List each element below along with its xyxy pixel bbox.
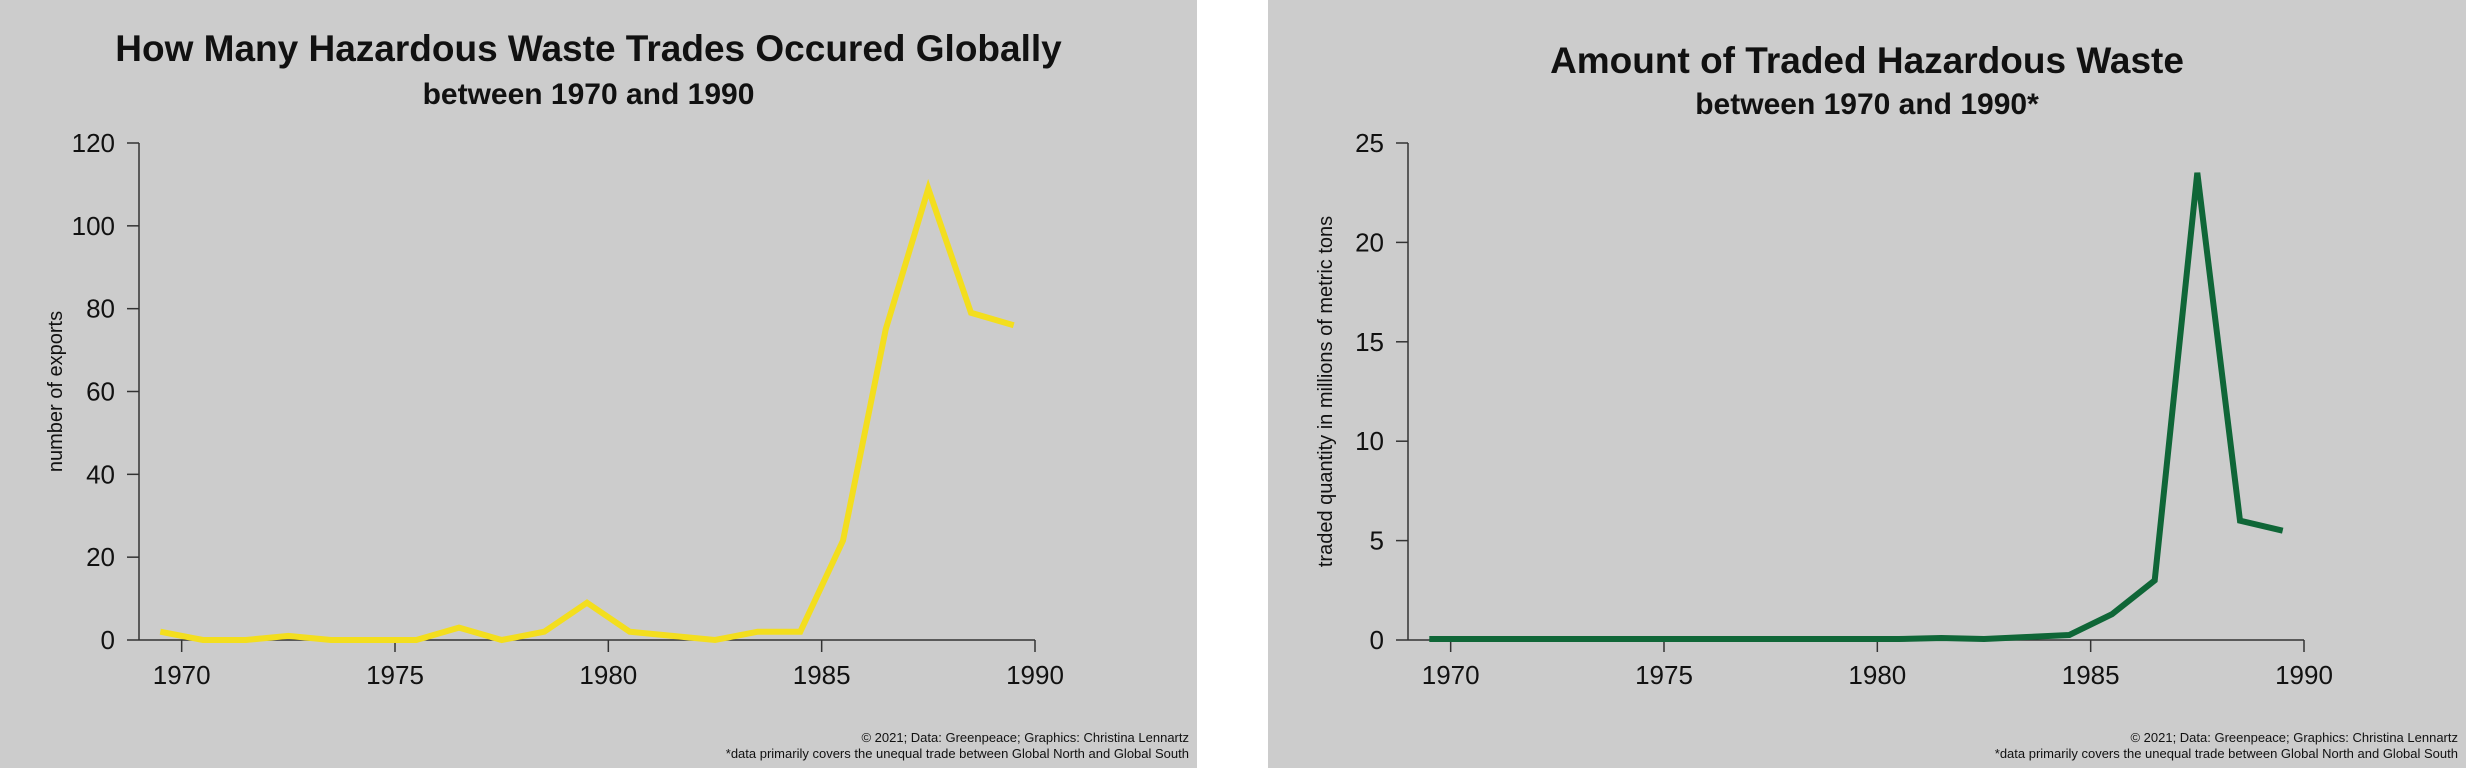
y-tick-label: 25 <box>1355 128 1384 158</box>
y-tick-label: 100 <box>72 211 115 241</box>
x-tick-label: 1990 <box>1006 660 1064 690</box>
y-axis-label: number of exports <box>45 311 67 472</box>
footer-note: *data primarily covers the unequal trade… <box>1994 746 2458 761</box>
y-tick-label: 80 <box>86 294 115 324</box>
y-tick-label: 0 <box>101 625 115 655</box>
x-tick-label: 1985 <box>793 660 851 690</box>
x-tick-label: 1980 <box>1848 660 1906 690</box>
chart-panel-exports: How Many Hazardous Waste Trades Occured … <box>0 0 1197 768</box>
x-tick-label: 1990 <box>2275 660 2333 690</box>
y-tick-label: 20 <box>1355 227 1384 257</box>
series-line <box>159 178 1015 644</box>
y-tick-label: 120 <box>72 128 115 158</box>
y-tick-label: 60 <box>86 377 115 407</box>
line-chart-quantity: 0 5 10 15 20 25 1970 1975 1980 1985 1990 traded qua… <box>1315 128 2333 690</box>
chart-footer: © 2021; Data: Greenpeace; Graphics: Chri… <box>726 730 1189 762</box>
chart-title: Amount of Traded Hazardous Waste <box>1550 40 2184 81</box>
chart-panel-quantity: Amount of Traded Hazardous Waste between… <box>1268 0 2466 768</box>
y-axis-label: traded quantity in millions of metric to… <box>1315 216 1337 567</box>
x-tick-label: 1980 <box>579 660 637 690</box>
chart-subtitle: between 1970 and 1990 <box>422 78 755 111</box>
y-tick-label: 10 <box>1355 426 1384 456</box>
y-tick-label: 40 <box>86 459 115 489</box>
x-tick-label: 1975 <box>366 660 424 690</box>
footer-credit: © 2021; Data: Greenpeace; Graphics: Chri… <box>861 730 1189 745</box>
chart-footer: © 2021; Data: Greenpeace; Graphics: Chri… <box>1995 730 2458 762</box>
y-tick-label: 15 <box>1355 327 1384 357</box>
line-chart-exports: 0 20 40 60 80 100 120 1970 1975 1980 1985 1990 numbe… <box>45 128 1064 690</box>
y-tick-label: 0 <box>1370 625 1384 655</box>
x-tick-label: 1985 <box>2062 660 2120 690</box>
footer-credit: © 2021; Data: Greenpeace; Graphics: Chri… <box>2130 730 2458 745</box>
chart-subtitle: between 1970 and 1990* <box>1695 88 2039 121</box>
y-tick-label: 20 <box>86 542 115 572</box>
x-tick-label: 1970 <box>153 660 211 690</box>
chart-title: How Many Hazardous Waste Trades Occured … <box>115 28 1062 69</box>
y-tick-label: 5 <box>1370 526 1384 556</box>
x-tick-label: 1970 <box>1422 660 1480 690</box>
footer-note: *data primarily covers the unequal trade… <box>725 746 1189 761</box>
series-line <box>1429 172 2284 643</box>
x-tick-label: 1975 <box>1635 660 1693 690</box>
